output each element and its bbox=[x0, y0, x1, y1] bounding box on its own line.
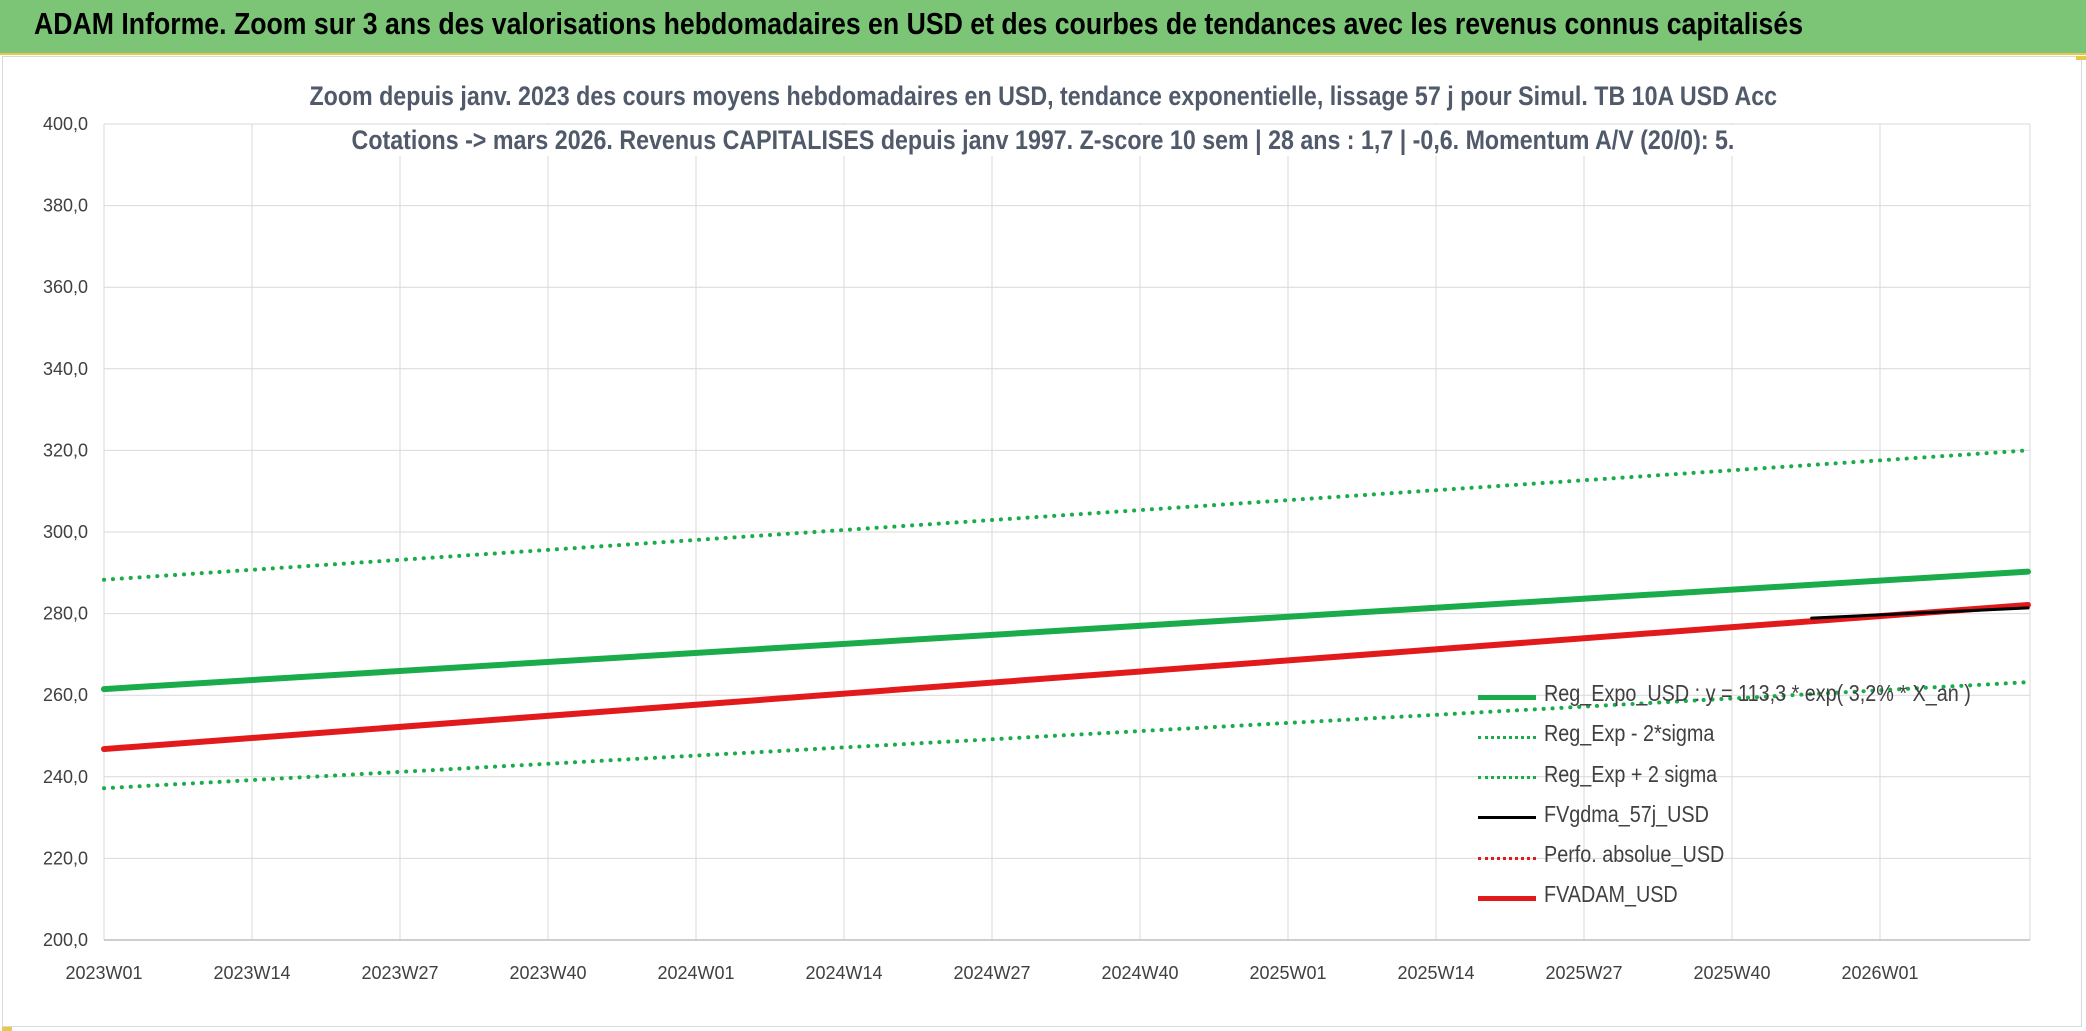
x-tick-label: 2023W14 bbox=[213, 963, 290, 983]
legend-item: Reg_Exp + 2 sigma bbox=[1478, 758, 2038, 798]
series-line bbox=[101, 602, 2031, 753]
series-line bbox=[102, 448, 2030, 582]
y-tick-label: 400,0 bbox=[43, 114, 88, 134]
y-tick-label: 380,0 bbox=[43, 196, 88, 216]
x-tick-label: 2025W01 bbox=[1249, 963, 1326, 983]
legend-label: Reg_Exp + 2 sigma bbox=[1544, 760, 1718, 787]
legend-label: Reg_Exp - 2*sigma bbox=[1544, 720, 1715, 747]
chart-title-line-2: Cotations -> mars 2026. Revenus CAPITALI… bbox=[0, 125, 2086, 156]
y-tick-label: 280,0 bbox=[43, 604, 88, 624]
x-tick-label: 2025W14 bbox=[1397, 963, 1474, 983]
legend-swatch bbox=[1478, 856, 1536, 860]
legend-item: Perfo. absolue_USD bbox=[1478, 838, 2038, 878]
y-tick-label: 340,0 bbox=[43, 359, 88, 379]
x-tick-label: 2026W01 bbox=[1841, 963, 1918, 983]
series-line bbox=[1810, 606, 2030, 620]
legend-item: Reg_Exp - 2*sigma bbox=[1478, 717, 2038, 757]
series-line bbox=[101, 568, 2031, 693]
series-lines bbox=[101, 448, 2031, 791]
x-tick-label: 2024W27 bbox=[953, 963, 1030, 983]
legend-label: Perfo. absolue_USD bbox=[1544, 841, 1725, 868]
y-tick-label: 300,0 bbox=[43, 522, 88, 542]
legend-swatch bbox=[1478, 735, 1536, 739]
y-tick-label: 240,0 bbox=[43, 767, 88, 787]
y-tick-label: 320,0 bbox=[43, 440, 88, 460]
legend-label: FVADAM_USD bbox=[1544, 881, 1678, 908]
x-tick-labels: 2023W01 2023W14 2023W27 2023W40 2024W01 2024W… bbox=[65, 963, 1918, 983]
x-tick-label: 2024W14 bbox=[805, 963, 882, 983]
legend-label: Reg_Expo_USD : y = 113,3 * exp( 3,2% * X… bbox=[1544, 680, 1971, 706]
y-tick-label: 260,0 bbox=[43, 685, 88, 705]
header-banner: ADAM Informe. Zoom sur 3 ans des valoris… bbox=[0, 0, 2086, 55]
legend-item: FVADAM_USD bbox=[1478, 878, 2038, 918]
x-tick-label: 2025W27 bbox=[1545, 963, 1622, 983]
x-tick-label: 2024W01 bbox=[657, 963, 734, 983]
legend-swatch bbox=[1478, 694, 1536, 700]
legend-item: FVgdma_57j_USD bbox=[1478, 798, 2038, 838]
x-tick-label: 2025W40 bbox=[1693, 963, 1770, 983]
chart-frame bbox=[2, 56, 2082, 1027]
y-tick-label: 360,0 bbox=[43, 277, 88, 297]
legend-swatch bbox=[1478, 895, 1536, 901]
y-tick-labels: 200,0 220,0 240,0 260,0 280,0 300,0 320,0 340,0… bbox=[43, 114, 88, 950]
corner-mark bbox=[2, 1027, 12, 1031]
legend-item: Reg_Expo_USD : y = 113,3 * exp( 3,2% * X… bbox=[1478, 677, 2038, 717]
banner-title: ADAM Informe. Zoom sur 3 ans des valoris… bbox=[34, 6, 1804, 41]
corner-mark bbox=[2076, 56, 2086, 60]
y-tick-label: 220,0 bbox=[43, 848, 88, 868]
y-tick-label: 200,0 bbox=[43, 930, 88, 950]
chart-legend: Reg_Expo_USD : y = 113,3 * exp( 3,2% * X… bbox=[1478, 677, 2038, 919]
grid-lines bbox=[103, 123, 2031, 941]
legend-swatch bbox=[1478, 816, 1536, 820]
series-line bbox=[102, 680, 2030, 791]
x-tick-label: 2023W40 bbox=[509, 963, 586, 983]
chart-title-line-1: Zoom depuis janv. 2023 des cours moyens … bbox=[0, 81, 2086, 112]
x-tick-label: 2024W40 bbox=[1101, 963, 1178, 983]
legend-swatch bbox=[1478, 776, 1536, 780]
x-tick-label: 2023W27 bbox=[361, 963, 438, 983]
legend-label: FVgdma_57j_USD bbox=[1544, 800, 1709, 827]
x-tick-label: 2023W01 bbox=[65, 963, 142, 983]
